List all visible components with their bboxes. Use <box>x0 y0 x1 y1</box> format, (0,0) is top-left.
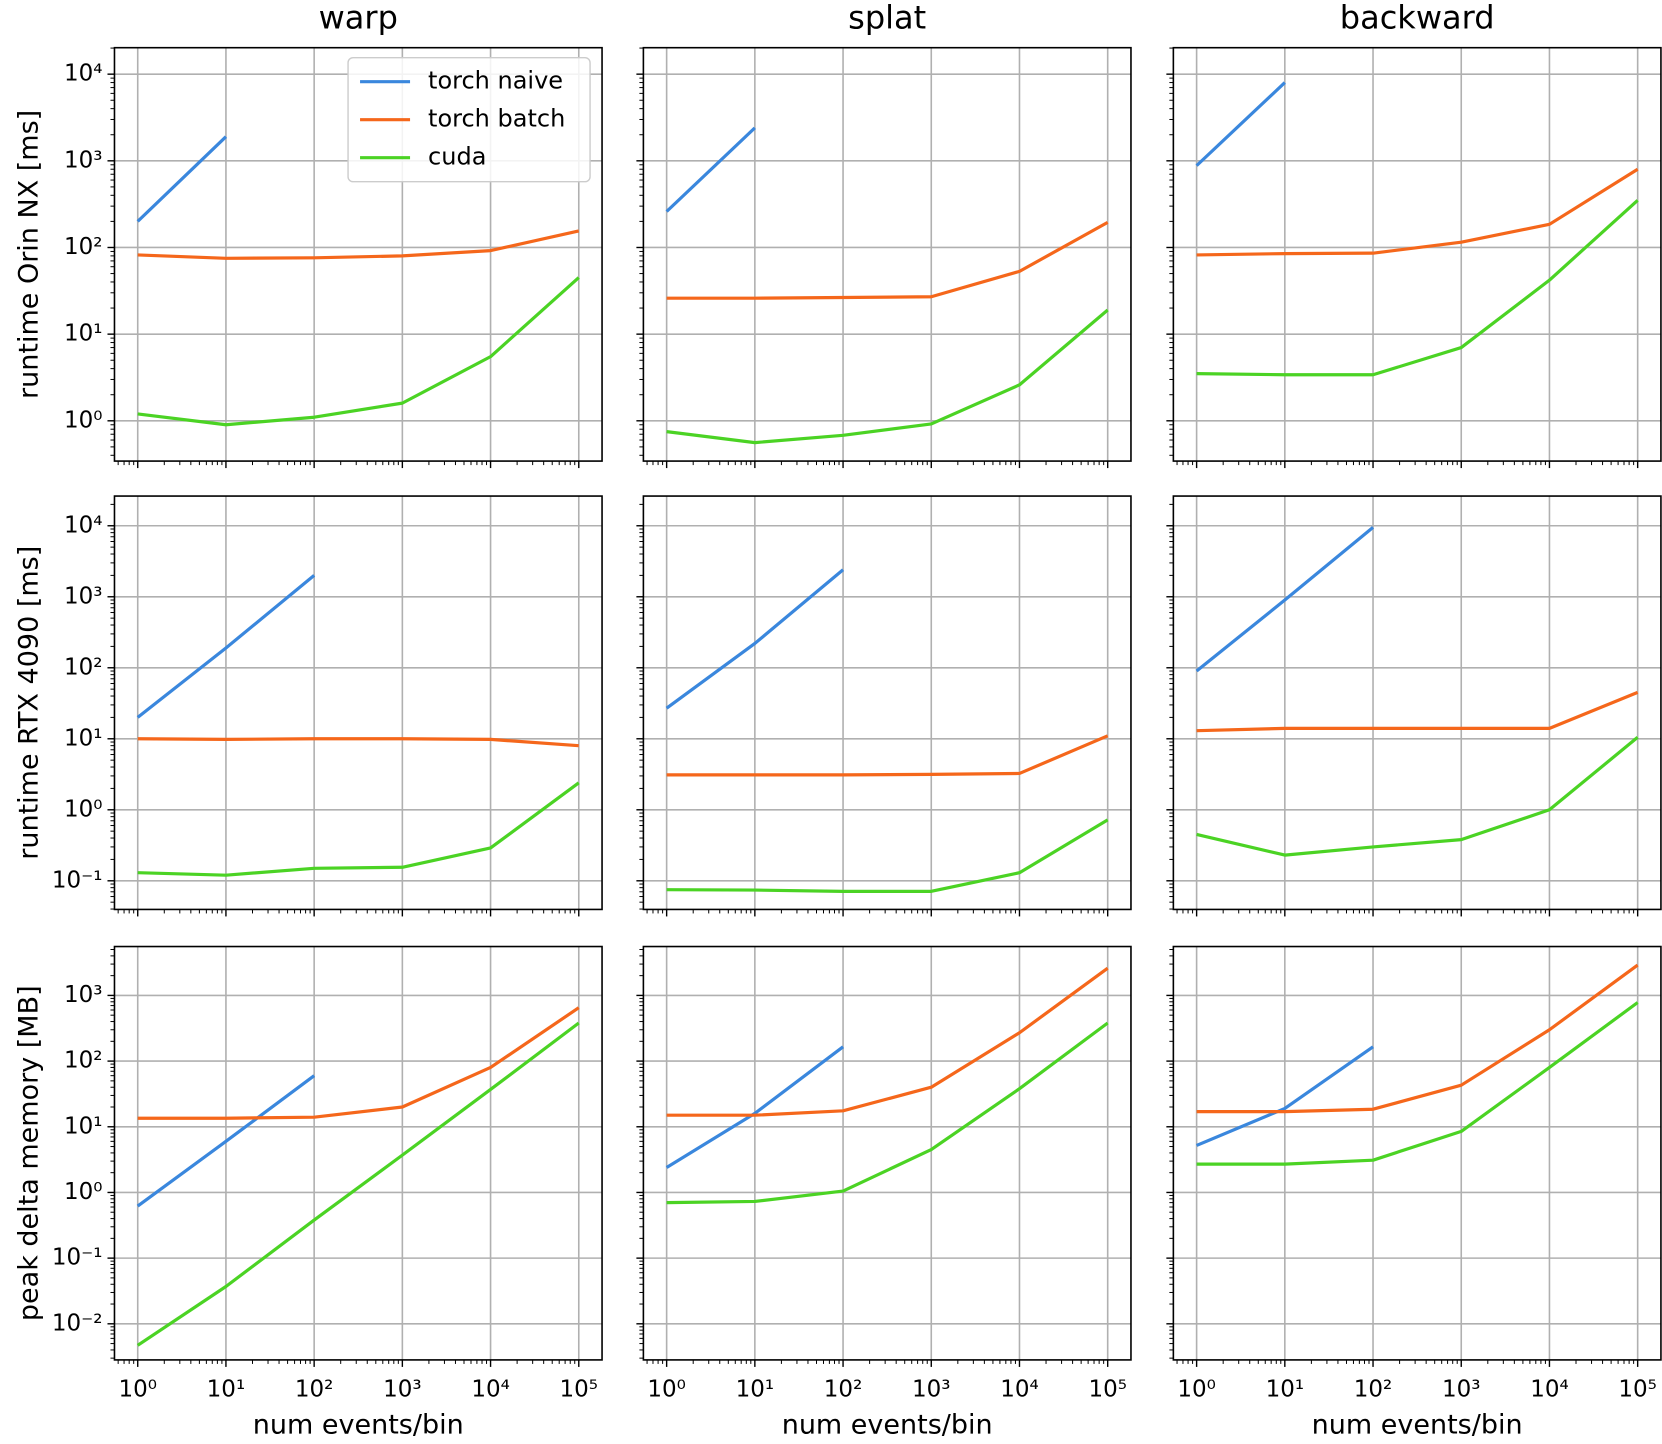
y-tick-label: 10⁻¹ <box>52 867 103 893</box>
x-tick-label: 10³ <box>912 1376 951 1402</box>
plot-frame <box>1172 46 1662 462</box>
legend-box <box>347 56 591 183</box>
x-axis-label: num events/bin <box>1312 1409 1523 1440</box>
series-line <box>665 1045 845 1169</box>
x-tick-label: 10² <box>1354 1376 1393 1402</box>
series-line <box>136 1074 316 1208</box>
y-tick-label: 10⁴ <box>64 512 103 538</box>
legend-label: torch naive <box>428 67 563 95</box>
series-line <box>1196 690 1639 733</box>
plot-frame <box>1172 945 1662 1361</box>
x-tick-label: 10⁰ <box>1177 1376 1216 1402</box>
x-tick-label: 10¹ <box>207 1376 246 1402</box>
legend-label: torch batch <box>428 105 565 133</box>
series-line <box>666 966 1109 1117</box>
plot-frame <box>113 945 603 1361</box>
y-tick-label: 10³ <box>64 982 103 1008</box>
plot-frame <box>113 46 603 462</box>
series-line <box>665 126 756 213</box>
series-line <box>136 135 228 223</box>
y-tick-label: 10² <box>64 654 103 680</box>
panel-title: backward <box>1340 0 1495 37</box>
y-axis-label: runtime RTX 4090 [ms] <box>14 546 45 860</box>
y-tick-label: 10² <box>64 234 103 260</box>
series-line <box>666 1021 1109 1205</box>
y-tick-label: 10⁰ <box>64 796 103 822</box>
y-axis-label: peak delta memory [MB] <box>14 985 45 1321</box>
x-tick-label: 10¹ <box>1266 1376 1305 1402</box>
series-line <box>1195 81 1286 167</box>
series-line <box>1196 1001 1639 1166</box>
y-axis-label: runtime Orin NX [ms] <box>14 110 45 399</box>
panel-title: warp <box>319 0 398 37</box>
series-line <box>665 568 845 710</box>
series-line <box>1195 526 1375 673</box>
y-tick-label: 10⁰ <box>64 407 103 433</box>
panel-title: splat <box>848 0 926 37</box>
series-line <box>137 781 580 877</box>
x-tick-label: 10³ <box>383 1376 422 1402</box>
x-tick-label: 10² <box>295 1376 334 1402</box>
series-line <box>137 1006 580 1120</box>
plot-frame <box>642 495 1132 911</box>
series-line <box>1196 963 1639 1114</box>
x-tick-label: 10⁰ <box>647 1376 686 1402</box>
plot-frame <box>113 495 603 911</box>
y-tick-label: 10⁻¹ <box>52 1245 103 1271</box>
series-line <box>666 220 1109 300</box>
y-tick-label: 10⁴ <box>64 61 103 87</box>
plot-frame <box>642 945 1132 1361</box>
x-tick-label: 10⁴ <box>471 1376 510 1402</box>
series-line <box>136 574 316 719</box>
y-tick-label: 10¹ <box>64 725 103 751</box>
y-tick-label: 10³ <box>64 147 103 173</box>
series-line <box>137 737 579 748</box>
x-axis-label: num events/bin <box>782 1409 993 1440</box>
series-line <box>137 276 580 427</box>
series-line <box>1196 167 1639 257</box>
y-tick-label: 10¹ <box>64 1113 103 1139</box>
x-tick-label: 10⁵ <box>1088 1376 1127 1402</box>
y-tick-label: 10² <box>64 1048 103 1074</box>
x-tick-label: 10¹ <box>736 1376 775 1402</box>
series-line <box>666 308 1109 445</box>
x-tick-label: 10⁴ <box>1000 1376 1039 1402</box>
x-axis-label: num events/bin <box>253 1409 464 1440</box>
series-line <box>137 229 580 260</box>
plot-frame <box>642 46 1132 462</box>
series-line <box>1196 199 1639 377</box>
y-tick-label: 10⁰ <box>64 1179 103 1205</box>
x-tick-label: 10⁰ <box>118 1376 157 1402</box>
series-line <box>666 734 1109 777</box>
series-line <box>1196 1045 1374 1147</box>
plot-frame <box>1172 495 1662 911</box>
x-tick-label: 10⁵ <box>1618 1376 1657 1402</box>
series-line <box>136 1021 580 1347</box>
series-line <box>1196 736 1639 857</box>
y-tick-label: 10³ <box>64 583 103 609</box>
y-tick-label: 10¹ <box>64 321 103 347</box>
legend-label: cuda <box>428 143 486 171</box>
series-line <box>666 818 1109 893</box>
y-tick-label: 10⁻² <box>52 1310 103 1336</box>
x-tick-label: 10⁴ <box>1530 1376 1569 1402</box>
x-tick-label: 10⁵ <box>560 1376 599 1402</box>
x-tick-label: 10³ <box>1442 1376 1481 1402</box>
x-tick-label: 10² <box>824 1376 863 1402</box>
